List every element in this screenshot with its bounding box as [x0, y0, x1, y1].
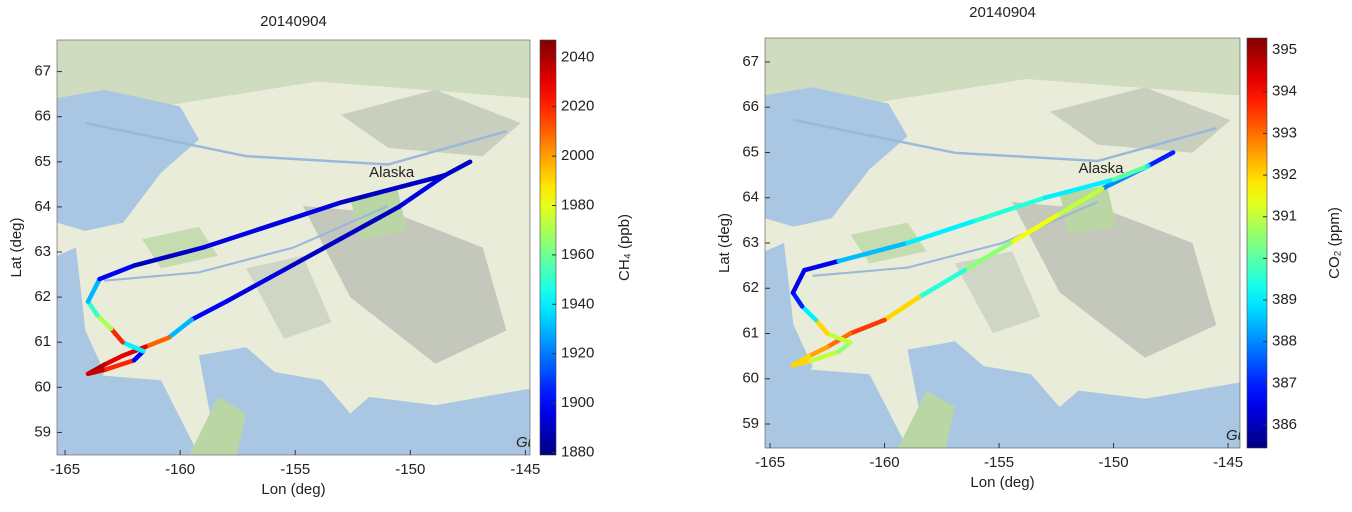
y-tick-label: 63	[742, 234, 759, 251]
colorbar-label: CO₂ (ppm)	[1326, 207, 1343, 279]
y-tick-label: 67	[742, 53, 759, 70]
colorbar-tick-label: 2040	[561, 48, 594, 65]
basemap	[57, 40, 530, 455]
x-tick-label: -155	[984, 454, 1014, 471]
colorbar-tick-label: 392	[1272, 166, 1297, 183]
x-tick-label: -150	[395, 461, 425, 478]
colorbar-tick-label: 389	[1272, 291, 1297, 308]
chart-title: 20140904	[260, 13, 327, 30]
y-tick-label: 64	[742, 189, 759, 206]
track-point	[442, 173, 447, 178]
y-tick-label: 62	[742, 279, 759, 296]
y-tick-label: 62	[34, 288, 51, 305]
y-axis-label: Lat (deg)	[716, 213, 733, 273]
x-axis-label: Lon (deg)	[970, 474, 1034, 491]
colorbar-tick-label: 394	[1272, 83, 1297, 100]
colorbar-tick-label: 388	[1272, 333, 1297, 350]
chart-title: 20140904	[969, 4, 1036, 21]
colorbar	[1247, 38, 1267, 448]
colorbar-tick-label: 2020	[561, 98, 594, 115]
y-tick-label: 61	[34, 333, 51, 350]
y-tick-label: 60	[742, 370, 759, 387]
colorbar-tick-label: 390	[1272, 249, 1297, 266]
y-tick-label: 66	[34, 108, 51, 125]
colorbar-tick-label: 391	[1272, 208, 1297, 225]
x-tick-label: -145	[510, 461, 540, 478]
basemap	[765, 38, 1240, 448]
x-tick-label: -150	[1099, 454, 1129, 471]
x-tick-label: -155	[280, 461, 310, 478]
colorbar-tick-label: 386	[1272, 416, 1297, 433]
y-tick-label: 63	[34, 243, 51, 260]
figure: 20140904 AlaskaGulf -165 -160 -155 -150 -145 59…	[0, 0, 1352, 512]
y-tick-label: 66	[742, 98, 759, 115]
x-axis-label: Lon (deg)	[261, 481, 325, 498]
x-tick-label: -145	[1213, 454, 1243, 471]
colorbar-tick-label: 1980	[561, 196, 594, 213]
map-label: Alaska	[1079, 160, 1125, 177]
colorbar-tick-label: 1940	[561, 295, 594, 312]
colorbar-tick-label: 395	[1272, 41, 1297, 58]
colorbar-tick-label: 387	[1272, 374, 1297, 391]
y-tick-label: 59	[34, 423, 51, 440]
map-label: Alaska	[369, 164, 415, 181]
colorbar-tick-label: 393	[1272, 124, 1297, 141]
colorbar	[540, 40, 556, 455]
x-tick-label: -165	[50, 461, 80, 478]
colorbar-tick-label: 1880	[561, 443, 594, 460]
track-point	[1145, 164, 1150, 169]
x-tick-label: -165	[755, 454, 785, 471]
colorbar-label: CH₄ (ppb)	[616, 214, 633, 281]
y-tick-label: 59	[742, 415, 759, 432]
y-tick-label: 65	[742, 143, 759, 160]
y-tick-label: 67	[34, 63, 51, 80]
y-tick-label: 61	[742, 324, 759, 341]
y-tick-label: 60	[34, 378, 51, 395]
colorbar-tick-label: 1960	[561, 246, 594, 263]
x-tick-label: -160	[165, 461, 195, 478]
y-tick-label: 64	[34, 198, 51, 215]
x-tick-label: -160	[870, 454, 900, 471]
y-tick-label: 65	[34, 153, 51, 170]
y-axis-label: Lat (deg)	[8, 217, 25, 277]
colorbar-tick-label: 1900	[561, 394, 594, 411]
colorbar-tick-label: 1920	[561, 345, 594, 362]
colorbar-tick-label: 2000	[561, 147, 594, 164]
